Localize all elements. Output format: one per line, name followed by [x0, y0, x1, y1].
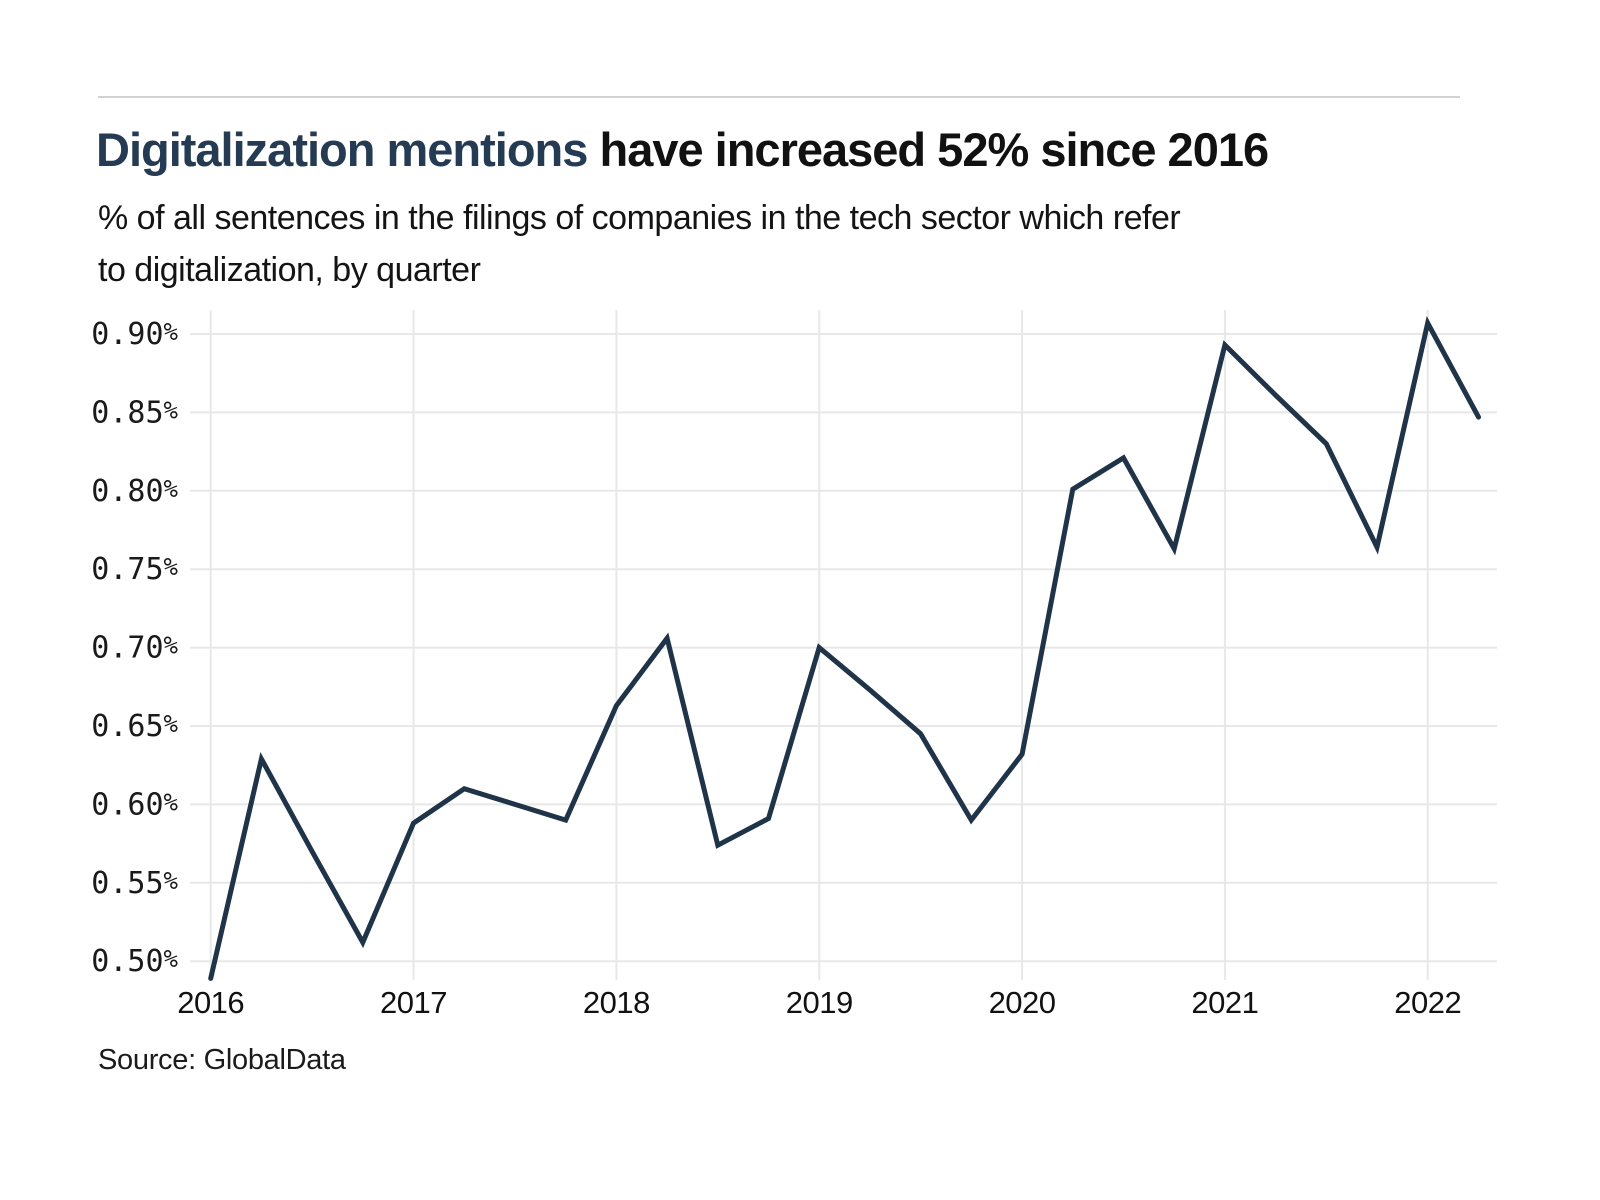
x-axis-label: 2017	[380, 985, 447, 1020]
top-divider	[98, 96, 1460, 98]
y-axis-label: 0.60%	[91, 787, 178, 822]
trend-line	[208, 315, 1481, 981]
x-axis-label: 2018	[583, 985, 650, 1020]
chart-title-highlight: Digitalization mentions	[96, 123, 588, 176]
chart-subtitle: % of all sentences in the filings of com…	[98, 192, 1181, 296]
y-axis-label: 0.90%	[91, 317, 178, 352]
chart-subtitle-line2: to digitalization, by quarter	[98, 251, 481, 289]
source-note: Source: GlobalData	[98, 1044, 346, 1076]
x-axis-label: 2019	[786, 985, 853, 1020]
y-axis-label: 0.50%	[91, 944, 178, 979]
x-axis-label: 2022	[1394, 985, 1461, 1020]
y-axis-label: 0.65%	[91, 709, 178, 744]
x-axis-label: 2021	[1191, 985, 1258, 1020]
y-axis-label: 0.80%	[91, 474, 178, 509]
y-axis-label: 0.85%	[91, 395, 178, 430]
chart-subtitle-line1: % of all sentences in the filings of com…	[98, 199, 1181, 237]
y-axis-label: 0.55%	[91, 866, 178, 901]
x-axis-label: 2020	[989, 985, 1056, 1020]
y-axis-label: 0.70%	[91, 631, 178, 666]
y-axis-label: 0.75%	[91, 552, 178, 587]
x-axis-label: 2016	[177, 985, 244, 1020]
chart-title: Digitalization mentions have increased 5…	[96, 122, 1269, 177]
chart-title-rest: have increased 52% since 2016	[587, 123, 1269, 176]
